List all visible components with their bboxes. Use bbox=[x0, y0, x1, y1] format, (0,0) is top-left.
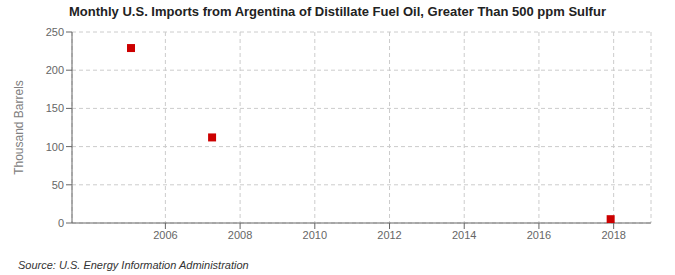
svg-text:2012: 2012 bbox=[377, 229, 401, 241]
svg-text:0: 0 bbox=[58, 217, 64, 229]
svg-text:2014: 2014 bbox=[452, 229, 476, 241]
svg-text:Thousand Barrels: Thousand Barrels bbox=[12, 80, 26, 175]
svg-text:2010: 2010 bbox=[303, 229, 327, 241]
svg-text:100: 100 bbox=[46, 141, 64, 153]
svg-text:250: 250 bbox=[46, 26, 64, 38]
svg-text:2016: 2016 bbox=[527, 229, 551, 241]
html-text:Source: U.S. Energy Informatio: Source: U.S. Energy Information Administ… bbox=[18, 259, 249, 271]
svg-text:200: 200 bbox=[46, 64, 64, 76]
svg-text:2008: 2008 bbox=[228, 229, 252, 241]
html-text:Monthly U.S. Imports from Arge: Monthly U.S. Imports from Argentina of D… bbox=[69, 4, 606, 19]
svg-text:50: 50 bbox=[52, 179, 64, 191]
svg-text:2006: 2006 bbox=[153, 229, 177, 241]
svg-text:150: 150 bbox=[46, 102, 64, 114]
svg-text:2018: 2018 bbox=[601, 229, 625, 241]
